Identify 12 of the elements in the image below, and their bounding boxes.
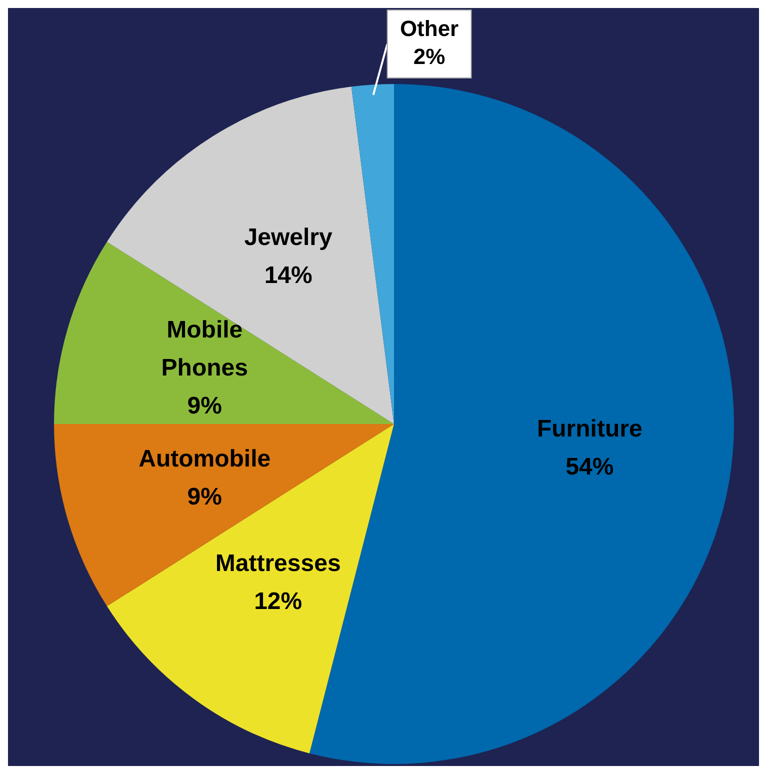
data-label: 54% — [566, 453, 614, 480]
data-label: 9% — [187, 484, 222, 511]
data-label: 9% — [187, 392, 222, 420]
slice-label: Furniture — [536, 415, 642, 442]
slice-label: Mobile Phones — [161, 316, 248, 382]
slice-label: Automobile — [138, 446, 271, 473]
slice-label: Other — [400, 16, 460, 42]
slice-label: Mattresses — [215, 550, 341, 578]
data-label: 2% — [413, 44, 446, 70]
slice-label: Jewelry — [244, 224, 334, 252]
data-label: 14% — [264, 262, 312, 290]
data-label: 12% — [254, 588, 302, 616]
